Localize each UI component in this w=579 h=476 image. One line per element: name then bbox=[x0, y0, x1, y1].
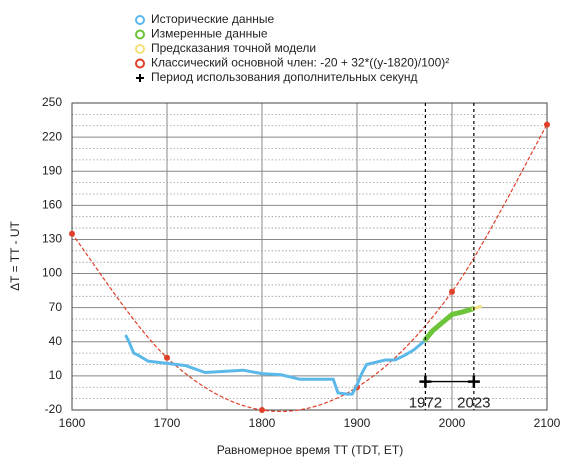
point bbox=[164, 354, 170, 361]
y-tick-label: 70 bbox=[49, 300, 63, 314]
y-tick-label: 190 bbox=[42, 163, 62, 177]
x-tick-label: 2000 bbox=[439, 416, 466, 430]
y-tick-label: -20 bbox=[45, 402, 63, 416]
series-line bbox=[422, 306, 476, 343]
legend-label: Измеренные данные bbox=[151, 27, 268, 41]
legend-marker bbox=[136, 74, 144, 82]
series-line bbox=[124, 334, 427, 396]
y-tick-label: 250 bbox=[42, 95, 62, 109]
point bbox=[544, 121, 550, 128]
x-tick-label: 1700 bbox=[154, 416, 181, 430]
x-tick-label: 1900 bbox=[344, 416, 371, 430]
series-line bbox=[71, 124, 548, 413]
point bbox=[449, 288, 455, 295]
y-tick-label: 10 bbox=[49, 368, 63, 382]
legend-marker bbox=[135, 29, 145, 40]
legend-label: Исторические данные bbox=[151, 12, 274, 26]
y-tick-label: 130 bbox=[42, 232, 62, 246]
point bbox=[467, 375, 480, 388]
x-tick-label: 1800 bbox=[249, 416, 276, 430]
y-tick-label: 40 bbox=[49, 334, 63, 348]
x-tick-label: 2100 bbox=[534, 416, 561, 430]
legend-marker bbox=[135, 15, 145, 25]
legend-label: Предсказания точной модели bbox=[151, 41, 316, 55]
legend-label: Период использования дополнительных секу… bbox=[151, 70, 417, 84]
y-tick-label: 220 bbox=[42, 129, 62, 143]
point bbox=[419, 375, 432, 388]
legend-marker bbox=[135, 58, 145, 69]
legend-label: Классический основной член: -20 + 32*((y… bbox=[151, 56, 449, 70]
x-axis-label: Равномерное время TT (TDT, ET) bbox=[217, 443, 403, 457]
plot-frame bbox=[71, 102, 548, 411]
x-tick-label: 1600 bbox=[59, 416, 86, 430]
period-label: 1972 bbox=[409, 395, 442, 412]
legend-marker bbox=[135, 44, 145, 54]
y-tick-label: 100 bbox=[42, 266, 62, 280]
point bbox=[69, 230, 75, 237]
point bbox=[259, 407, 265, 413]
period-label: 2023 bbox=[457, 395, 490, 412]
y-tick-label: 160 bbox=[42, 198, 62, 212]
y-axis-label: ΔT = TT - UT bbox=[8, 220, 22, 290]
